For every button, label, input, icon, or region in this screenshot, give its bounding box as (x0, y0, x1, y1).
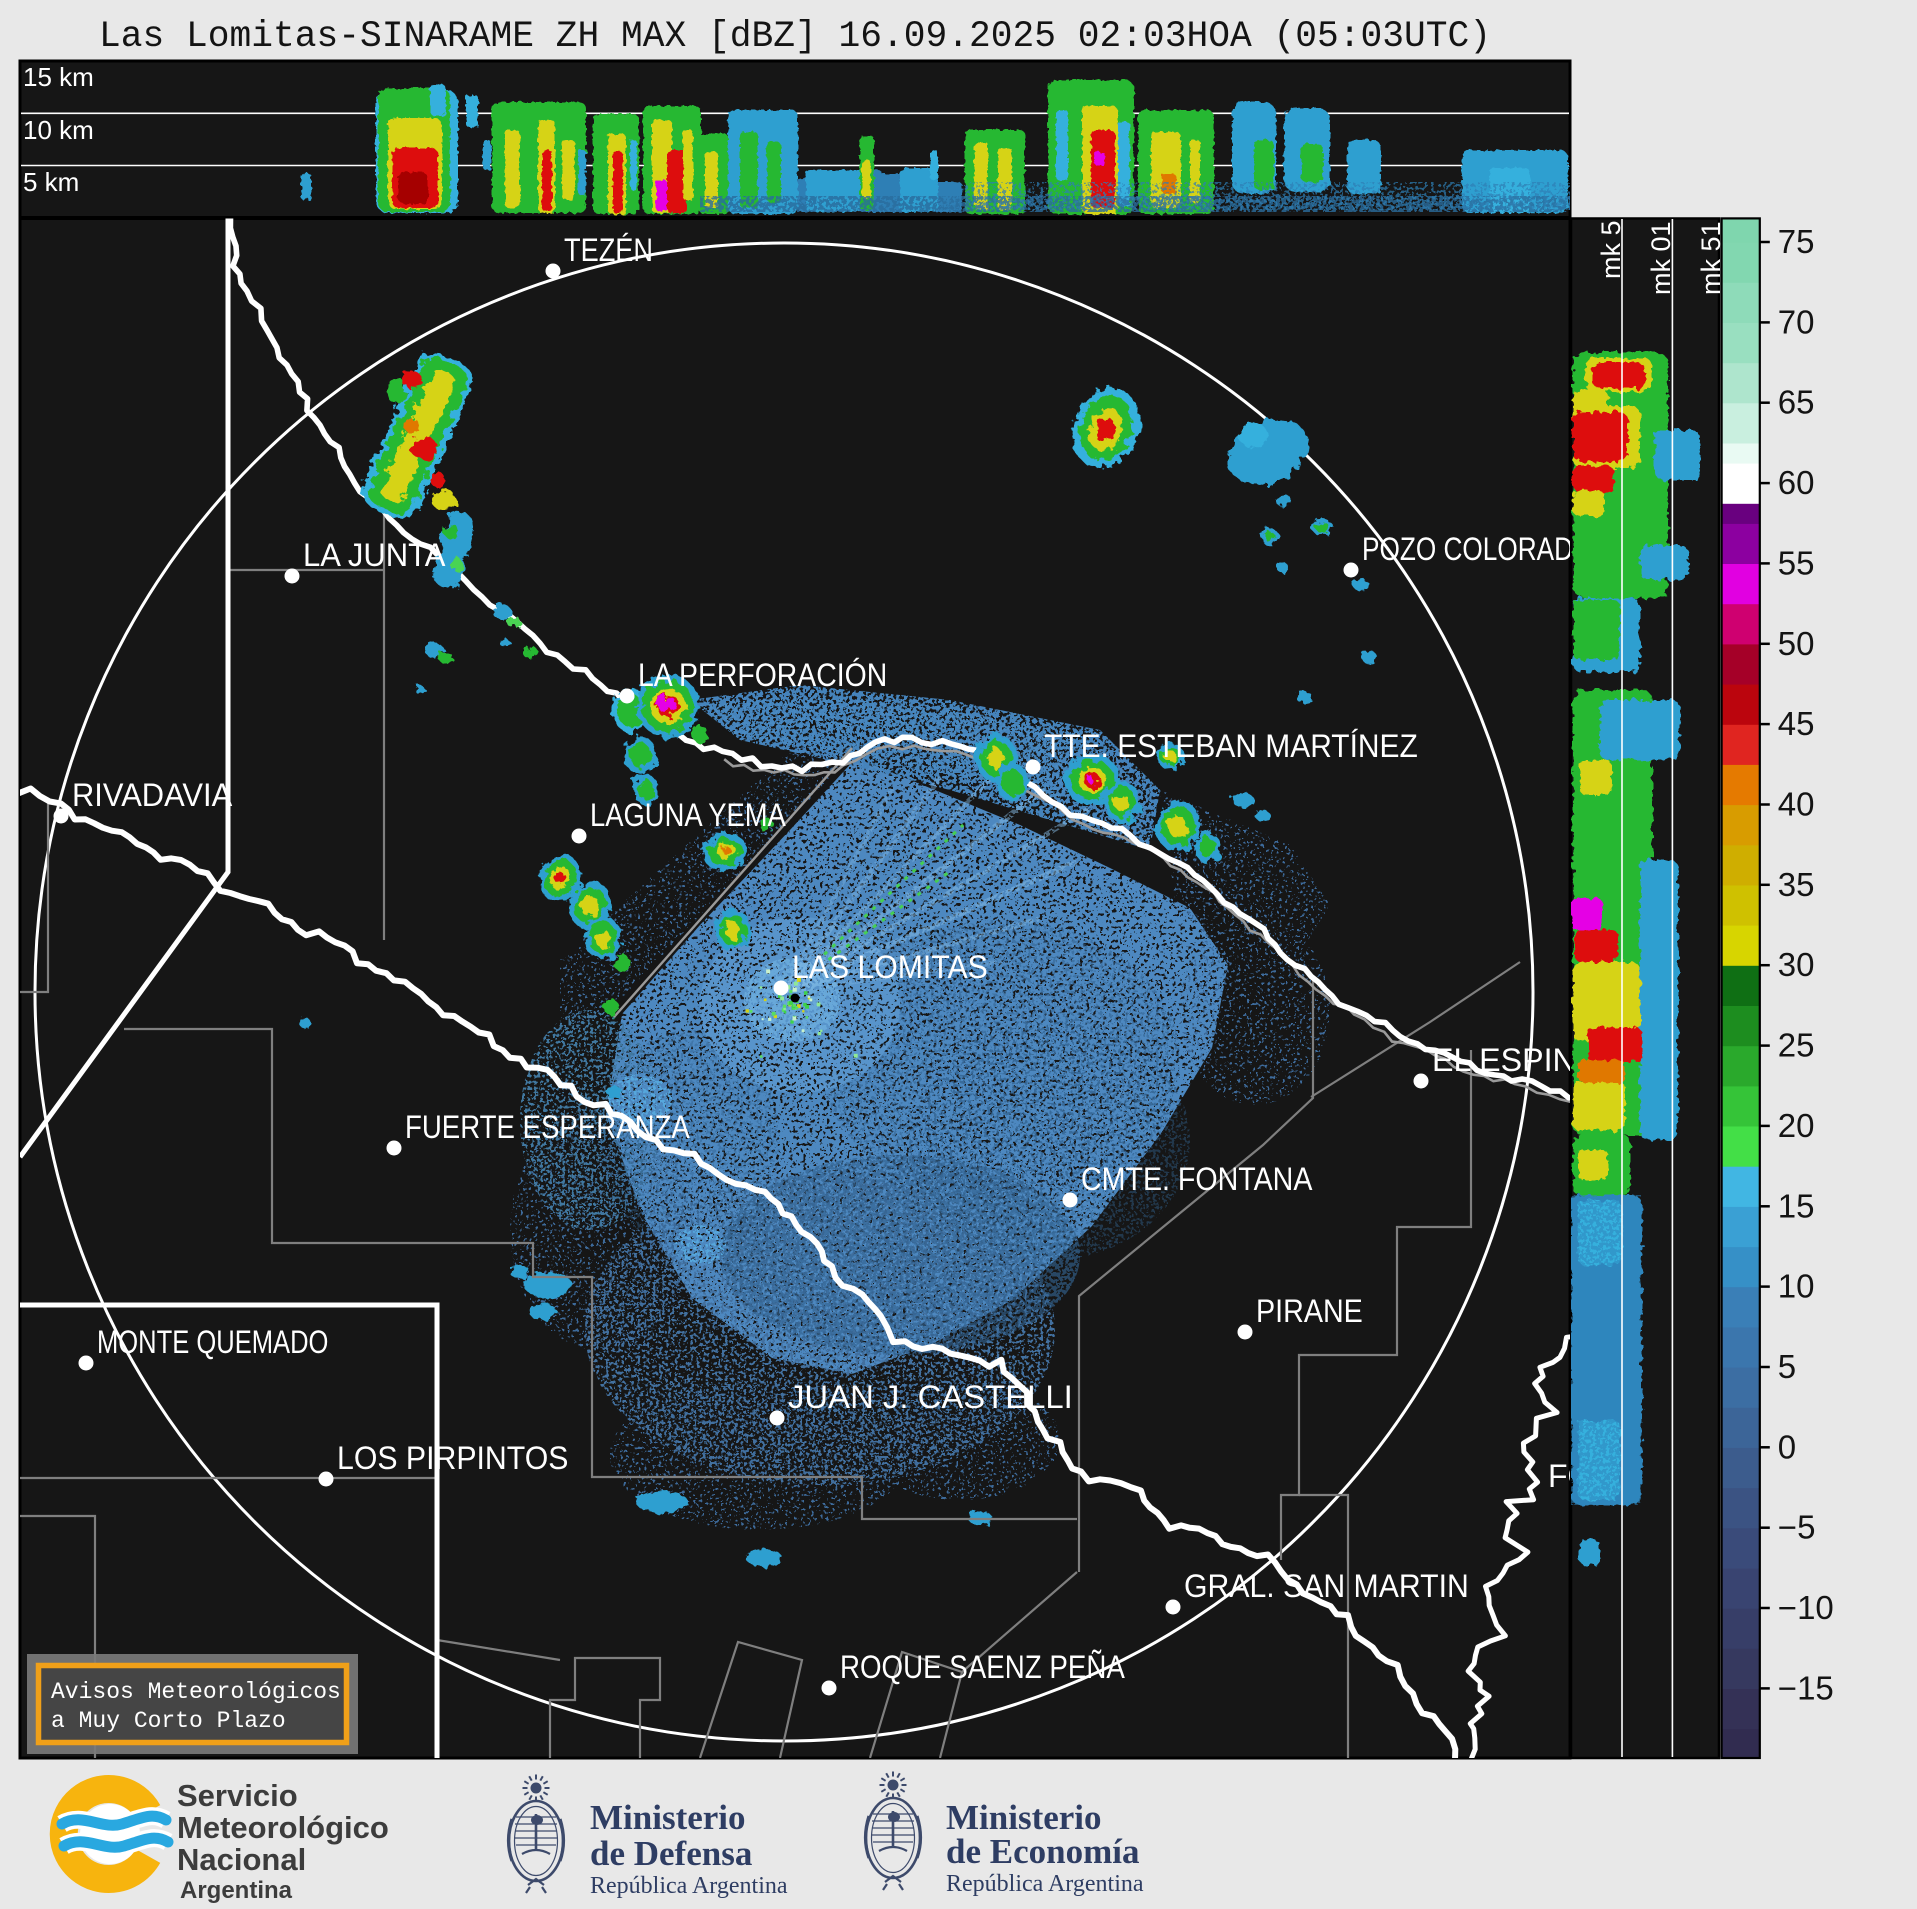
svg-text:PIRANE: PIRANE (1256, 1293, 1363, 1329)
svg-text:Las Lomitas-SINARAME ZH MAX [d: Las Lomitas-SINARAME ZH MAX [dBZ] 16.09.… (99, 16, 1491, 58)
svg-text:de Economía: de Economía (946, 1832, 1139, 1871)
svg-text:República Argentina: República Argentina (946, 1871, 1144, 1897)
svg-text:40: 40 (1778, 786, 1815, 823)
svg-text:Ministerio: Ministerio (590, 1798, 746, 1837)
svg-text:50: 50 (1778, 625, 1815, 662)
svg-text:35: 35 (1778, 866, 1815, 903)
svg-text:20: 20 (1778, 1107, 1815, 1144)
svg-text:República Argentina: República Argentina (590, 1873, 788, 1899)
svg-text:FUERTE ESPERANZA: FUERTE ESPERANZA (405, 1109, 690, 1145)
svg-text:TTE. ESTEBAN MARTÍNEZ: TTE. ESTEBAN MARTÍNEZ (1044, 728, 1418, 764)
svg-text:FORMOSA: FORMOSA (1548, 1458, 1710, 1494)
svg-text:Ministerio: Ministerio (946, 1798, 1102, 1837)
svg-text:30: 30 (1778, 946, 1815, 983)
svg-text:MONTE QUEMADO: MONTE QUEMADO (97, 1324, 328, 1360)
svg-text:25: 25 (1778, 1027, 1815, 1064)
svg-text:15: 15 (1778, 1187, 1815, 1224)
svg-text:GRAL. SAN MARTIN: GRAL. SAN MARTIN (1184, 1568, 1469, 1604)
svg-text:15 km: 15 km (23, 62, 94, 92)
svg-text:10 km: 10 km (23, 115, 94, 145)
svg-text:5: 5 (1778, 1348, 1796, 1385)
svg-text:POZO COLORADO: POZO COLORADO (1362, 531, 1593, 567)
svg-text:0: 0 (1778, 1428, 1796, 1465)
svg-text:TEZÉN: TEZÉN (564, 232, 653, 268)
svg-text:−5: −5 (1778, 1509, 1816, 1546)
svg-text:Avisos Meteorológicos: Avisos Meteorológicos (51, 1679, 341, 1705)
svg-text:LAS LOMITAS: LAS LOMITAS (792, 949, 988, 985)
svg-text:Argentina: Argentina (180, 1877, 293, 1904)
svg-text:de Defensa: de Defensa (590, 1834, 752, 1873)
svg-text:CMTE. FONTANA: CMTE. FONTANA (1081, 1161, 1313, 1197)
svg-text:a Muy Corto Plazo: a Muy Corto Plazo (51, 1708, 286, 1734)
svg-text:RIVADAVIA: RIVADAVIA (72, 777, 233, 813)
svg-text:60: 60 (1778, 464, 1815, 501)
svg-text:EL ESPINILLO: EL ESPINILLO (1432, 1042, 1646, 1078)
svg-text:Nacional: Nacional (177, 1842, 306, 1877)
svg-text:JUAN J. CASTELLI: JUAN J. CASTELLI (788, 1379, 1073, 1415)
svg-text:55: 55 (1778, 544, 1815, 581)
svg-text:mk 5: mk 5 (1596, 220, 1626, 279)
svg-text:65: 65 (1778, 384, 1815, 421)
svg-text:LAGUNA YEMA: LAGUNA YEMA (590, 797, 786, 833)
svg-text:Servicio: Servicio (177, 1778, 298, 1813)
svg-text:LA PERFORACIÓN: LA PERFORACIÓN (638, 657, 887, 693)
svg-text:mk 01: mk 01 (1646, 221, 1676, 295)
svg-text:−15: −15 (1778, 1669, 1834, 1706)
svg-text:5 km: 5 km (23, 167, 79, 197)
svg-text:ROQUE SAENZ PEÑA: ROQUE SAENZ PEÑA (840, 1649, 1125, 1685)
svg-text:75: 75 (1778, 223, 1815, 260)
svg-text:70: 70 (1778, 303, 1815, 340)
svg-text:10: 10 (1778, 1268, 1815, 1305)
svg-text:LOS PIRPINTOS: LOS PIRPINTOS (337, 1440, 568, 1476)
svg-text:Meteorológico: Meteorológico (177, 1810, 389, 1845)
svg-text:45: 45 (1778, 705, 1815, 742)
svg-text:LA JUNTA: LA JUNTA (303, 537, 446, 573)
svg-text:−10: −10 (1778, 1589, 1834, 1626)
